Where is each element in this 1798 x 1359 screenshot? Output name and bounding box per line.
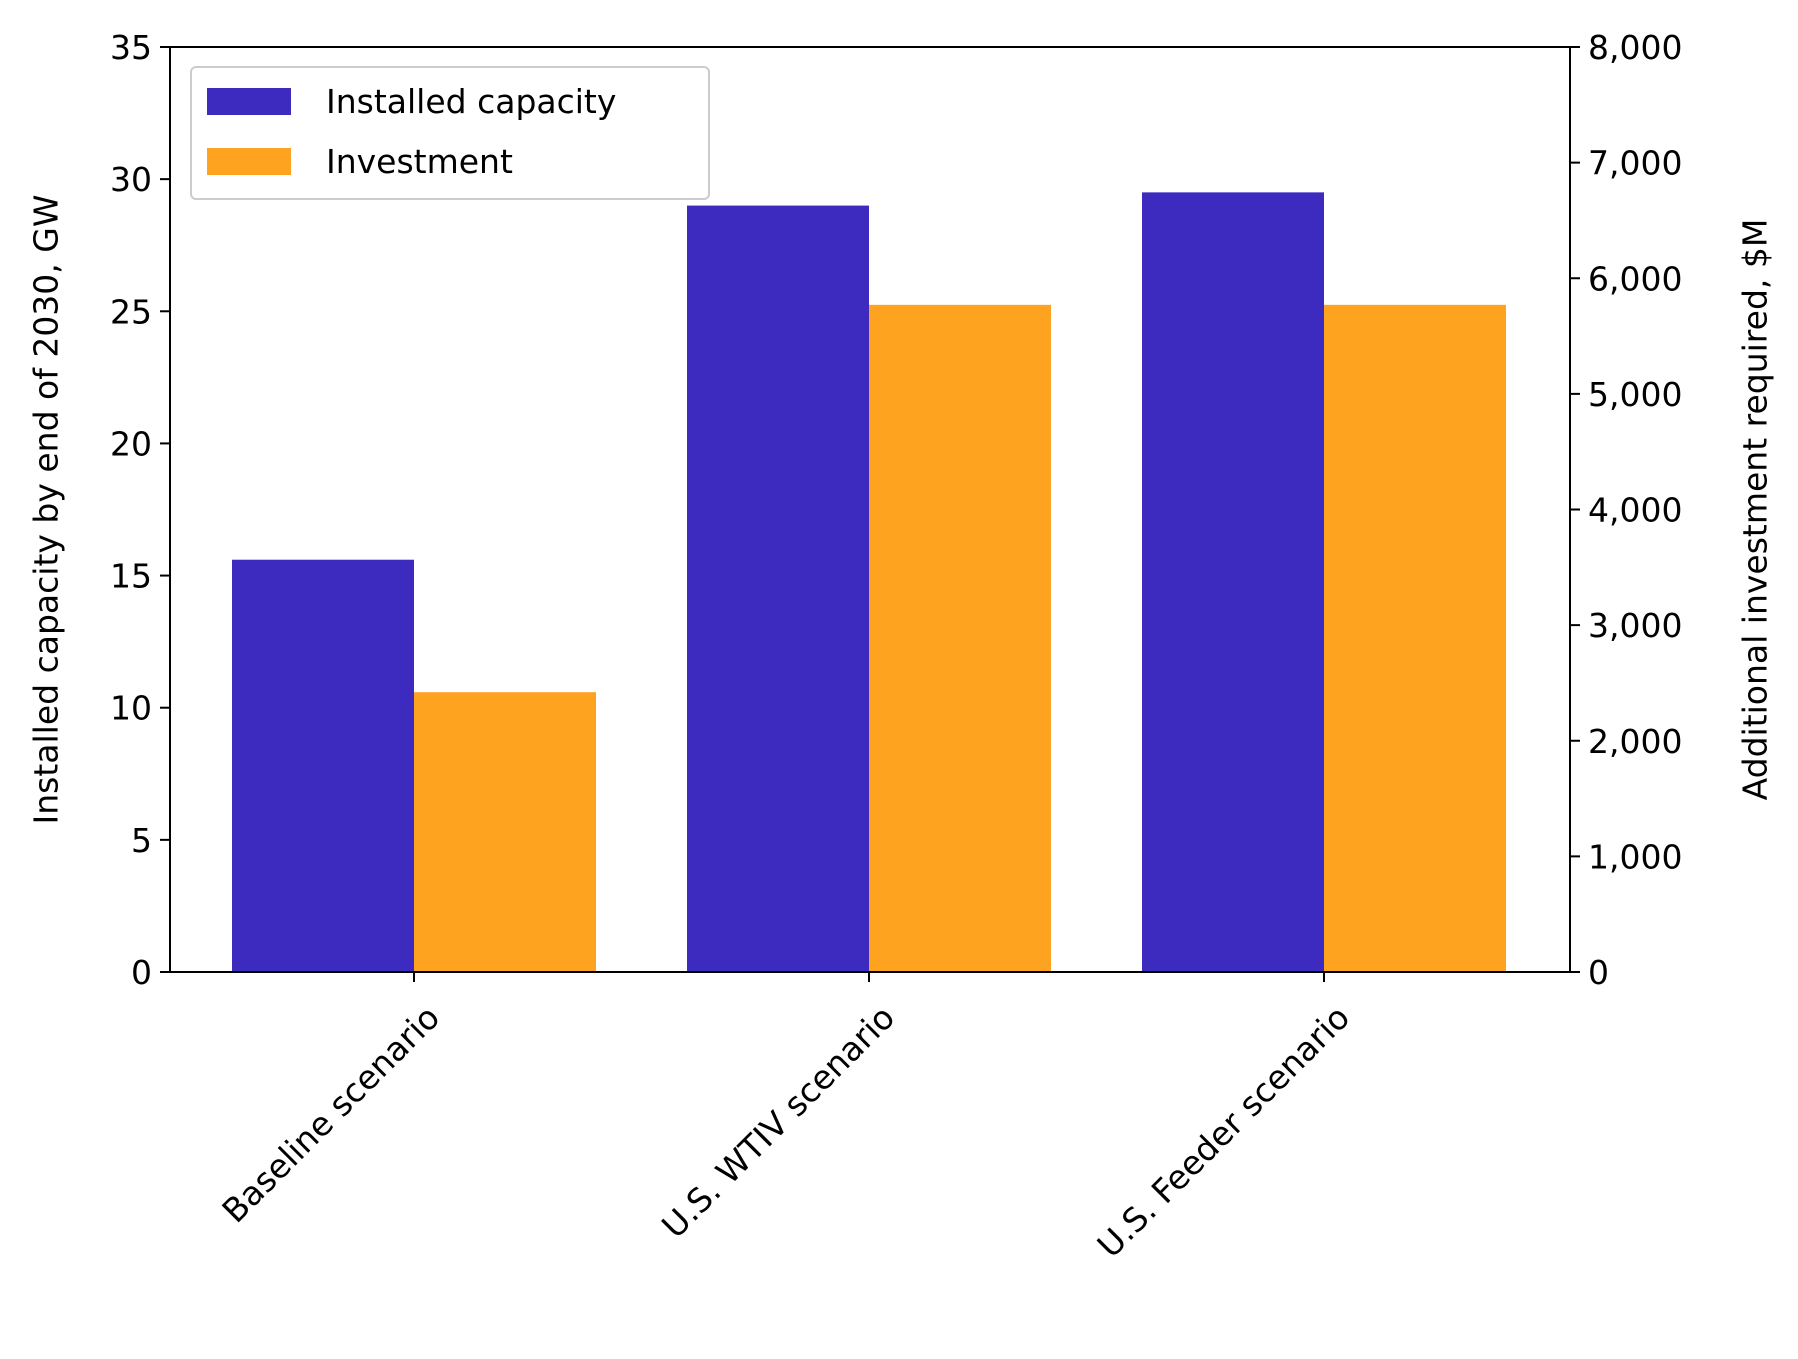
- left-tick-label: 0: [131, 953, 152, 992]
- left-axis-ticks: 0 5 10 15 20 25 30 35: [110, 28, 170, 992]
- bar-investment-1: [869, 304, 1051, 972]
- x-axis-ticks: Baseline scenario U.S. WTIV scenario U.S. …: [214, 972, 1357, 1265]
- bar-investment-2: [1324, 304, 1506, 972]
- x-tick-label: U.S. Feeder scenario: [1090, 998, 1358, 1266]
- plot-frame: [169, 46, 1571, 973]
- left-tick-label: 30: [110, 160, 152, 199]
- left-tick-label: 5: [131, 821, 152, 860]
- bar-investment-0: [414, 692, 596, 972]
- right-axis-ticks: 0 1,000 2,000 3,000 4,000 5,000 6,000 7,000 8,00…: [1570, 28, 1682, 992]
- right-tick-label: 1,000: [1588, 837, 1682, 876]
- legend-label-investment: Investment: [326, 142, 513, 181]
- legend-box: [190, 66, 710, 200]
- left-tick-label: 15: [110, 557, 152, 596]
- left-axis-label: Installed capacity by end of 2030, GW: [27, 195, 66, 825]
- right-tick-label: 3,000: [1588, 606, 1682, 645]
- right-tick-label: 6,000: [1588, 259, 1682, 298]
- right-tick-label: 4,000: [1588, 491, 1682, 530]
- legend: Installed capacity Investment: [190, 66, 710, 200]
- right-tick-label: 8,000: [1588, 28, 1682, 67]
- left-tick-label: 10: [110, 689, 152, 728]
- right-axis-label: Additional investment required, $M: [1736, 219, 1775, 801]
- bar-installed-capacity-2: [1142, 192, 1324, 972]
- right-tick-label: 0: [1588, 953, 1609, 992]
- bar-installed-capacity-0: [232, 559, 414, 972]
- bar-installed-capacity-1: [687, 205, 869, 973]
- legend-swatch-installed-capacity: [207, 88, 291, 115]
- left-tick-label: 25: [110, 292, 152, 331]
- legend-label-installed-capacity: Installed capacity: [326, 82, 616, 121]
- x-tick-label: Baseline scenario: [214, 998, 447, 1231]
- legend-swatch-investment: [207, 148, 291, 175]
- left-tick-label: 20: [110, 424, 152, 463]
- left-tick-label: 35: [110, 28, 152, 67]
- bars: [232, 192, 1506, 973]
- right-tick-label: 5,000: [1588, 375, 1682, 414]
- right-tick-label: 7,000: [1588, 144, 1682, 183]
- x-tick-label: U.S. WTIV scenario: [654, 998, 902, 1246]
- right-tick-label: 2,000: [1588, 722, 1682, 761]
